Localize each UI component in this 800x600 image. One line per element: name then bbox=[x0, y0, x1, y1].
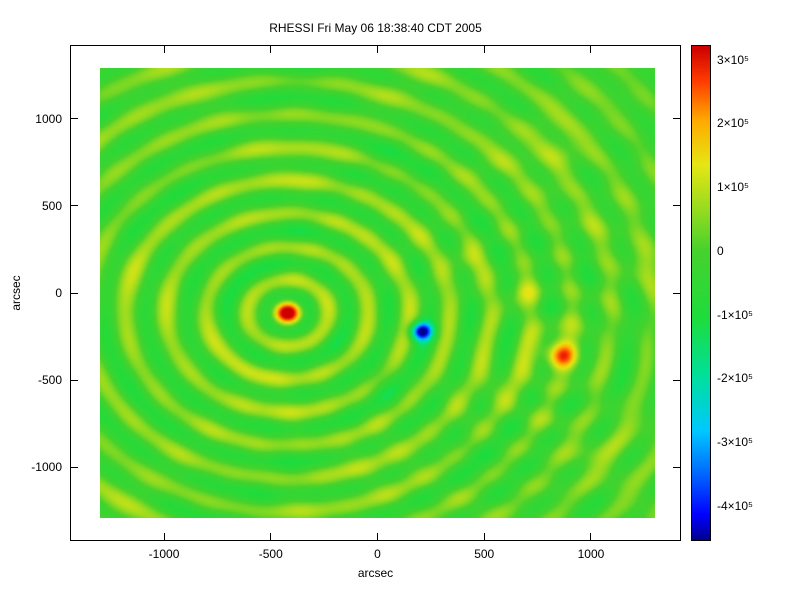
y-axis-tick-label: -1000 bbox=[31, 460, 62, 475]
x-axis-tick-label: 1000 bbox=[577, 547, 605, 561]
colorbar-tick-label: -4×10⁵ bbox=[717, 498, 753, 513]
colorbar-tick-label: -1×10⁵ bbox=[717, 307, 753, 322]
x-axis-tick-bottom bbox=[590, 533, 592, 540]
x-axis-tick-top bbox=[270, 46, 272, 53]
x-axis-tick-label: 500 bbox=[474, 547, 495, 561]
colorbar-gradient bbox=[692, 46, 710, 540]
y-axis-tick-left bbox=[71, 118, 78, 120]
x-axis-title: arcsec bbox=[357, 566, 394, 580]
plot-title: RHESSI Fri May 06 18:38:40 CDT 2005 bbox=[269, 21, 482, 35]
y-axis-tick-left bbox=[71, 379, 78, 381]
x-axis-tick-top bbox=[163, 46, 165, 53]
y-axis-tick-label: 1000 bbox=[35, 111, 62, 126]
y-axis-tick-right bbox=[673, 379, 680, 381]
y-axis-tick-right bbox=[673, 118, 680, 120]
y-axis-tick-left bbox=[71, 466, 78, 468]
y-axis-tick-right bbox=[673, 205, 680, 207]
colorbar-tick-label: -3×10⁵ bbox=[717, 435, 753, 450]
y-axis-tick-left bbox=[71, 205, 78, 207]
x-axis-tick-bottom bbox=[377, 533, 378, 540]
colorbar-tick-label: 3×10⁵ bbox=[717, 52, 750, 67]
x-axis-tick-label: -500 bbox=[258, 547, 283, 561]
x-axis-tick-bottom bbox=[163, 533, 165, 540]
x-axis-tick-top bbox=[483, 46, 485, 53]
y-axis-tick-right bbox=[673, 292, 680, 294]
y-axis-tick-label: 0 bbox=[55, 286, 62, 300]
x-axis-tick-label: 0 bbox=[374, 547, 381, 561]
colorbar bbox=[691, 45, 711, 541]
colorbar-tick-label: 2×10⁵ bbox=[717, 116, 750, 131]
y-axis-tick-label: 500 bbox=[41, 198, 62, 213]
x-axis-tick-top bbox=[590, 46, 592, 53]
y-axis-tick-left bbox=[71, 292, 78, 294]
heatmap-image bbox=[100, 68, 655, 518]
y-axis-tick-label: -500 bbox=[37, 373, 62, 388]
x-axis-tick-bottom bbox=[270, 533, 272, 540]
x-axis-tick-top bbox=[377, 46, 378, 53]
colorbar-tick-label: -2×10⁵ bbox=[717, 371, 753, 386]
y-axis-tick-right bbox=[673, 466, 680, 468]
colorbar-tick-label: 0 bbox=[717, 243, 724, 258]
colorbar-tick-label: 1×10⁵ bbox=[717, 180, 750, 195]
x-axis-tick-bottom bbox=[483, 533, 485, 540]
x-axis-tick-label: -1000 bbox=[148, 547, 180, 561]
